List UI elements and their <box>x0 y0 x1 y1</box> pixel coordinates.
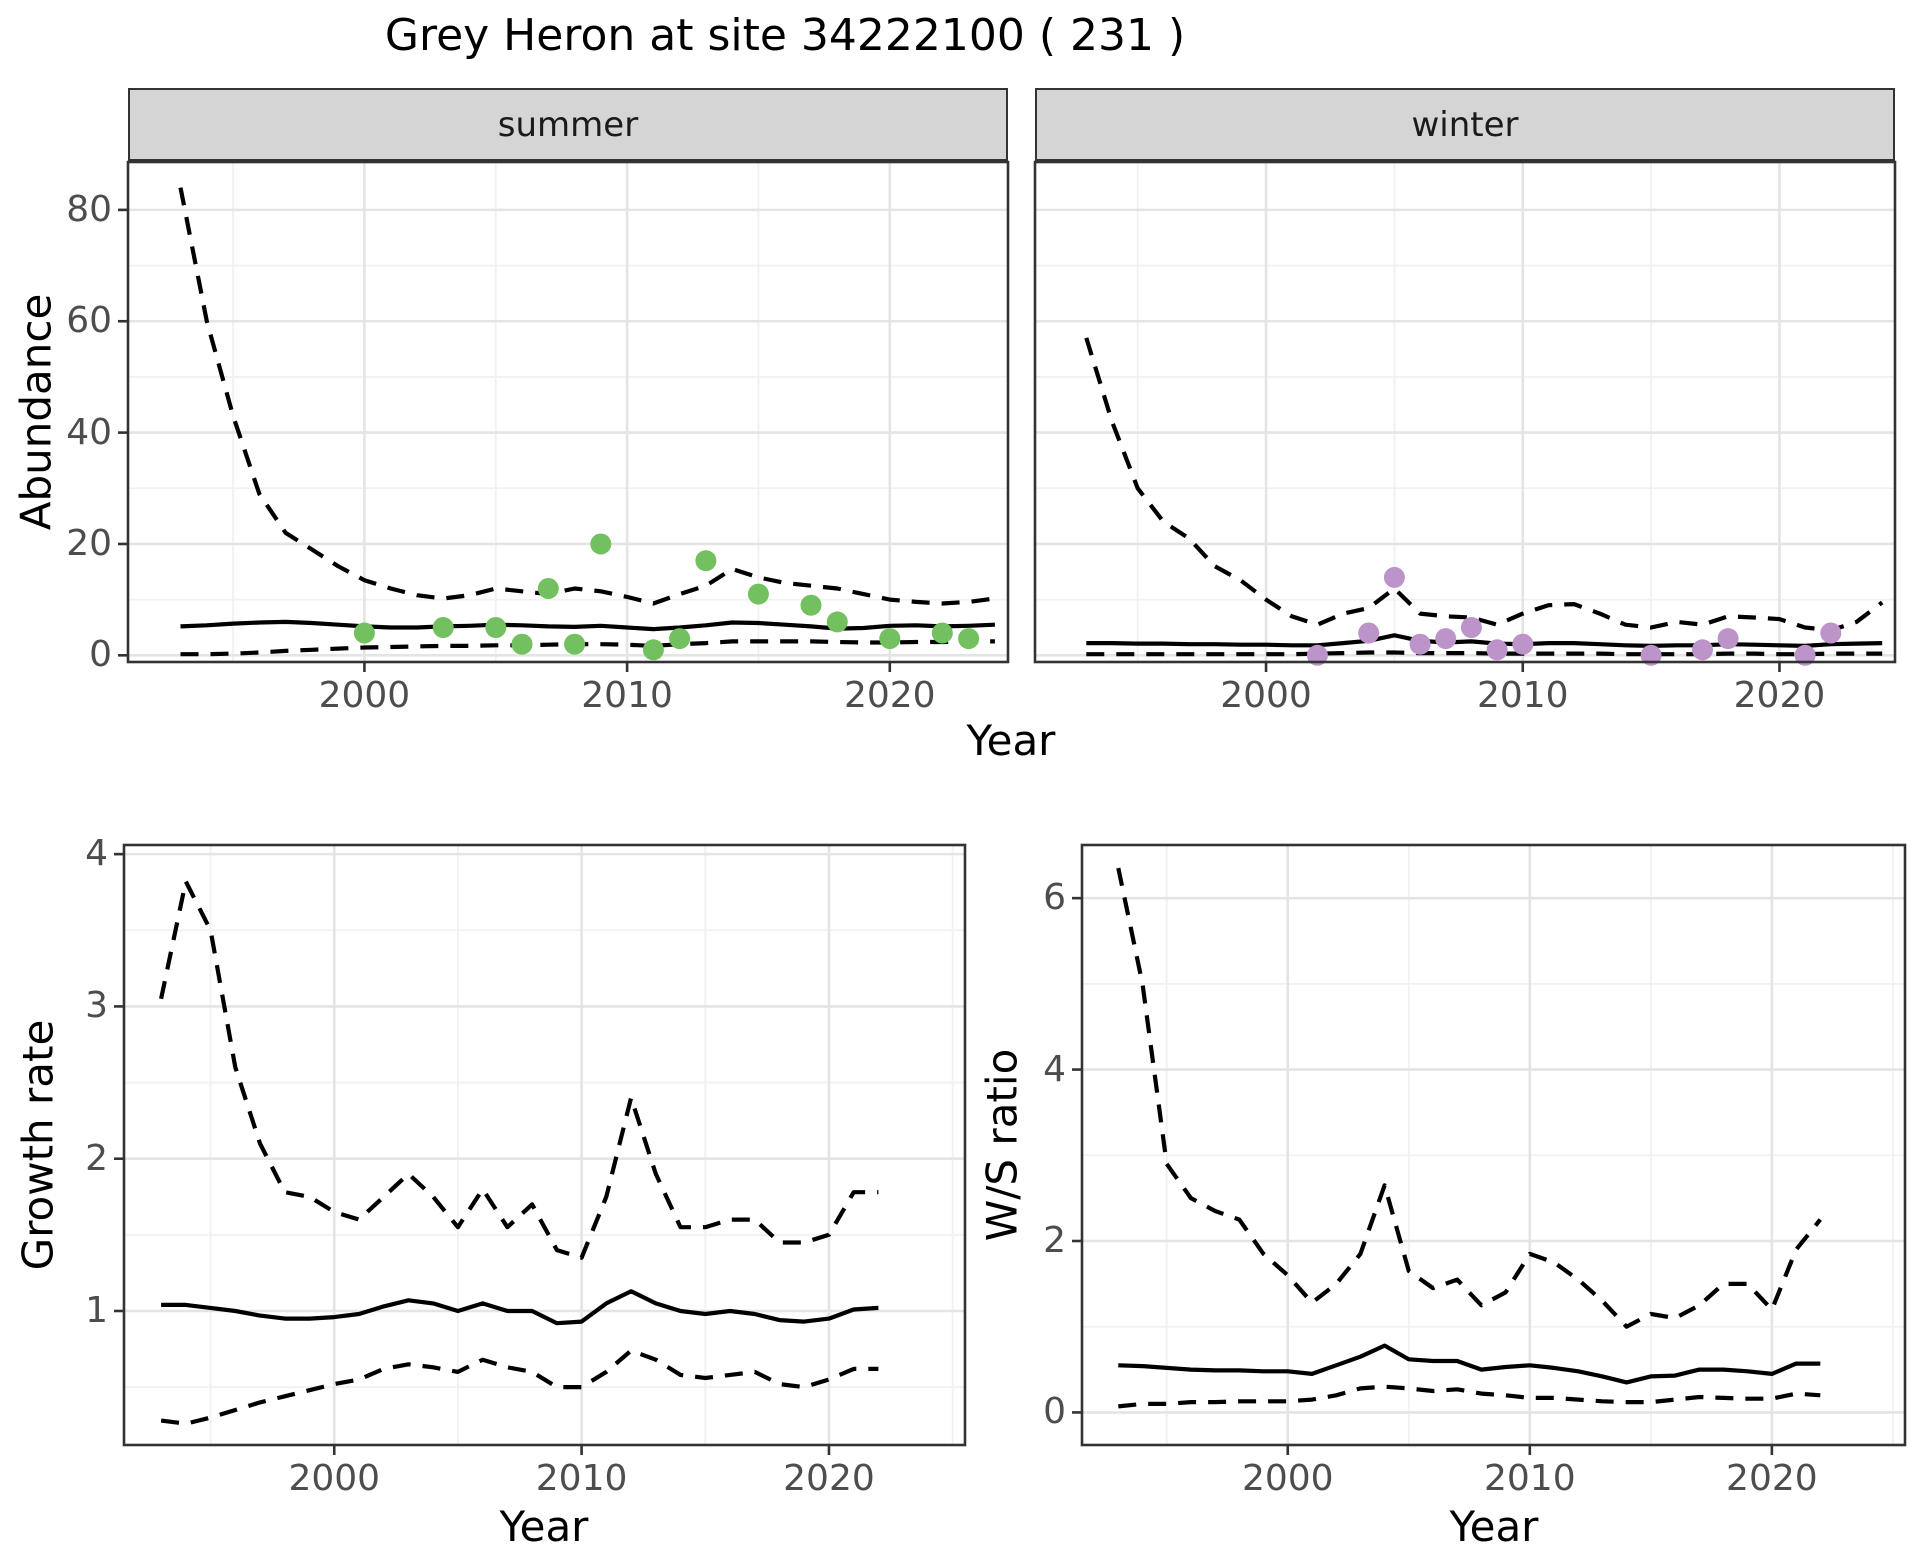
abundance-summer-lower-line <box>180 639 995 657</box>
facet-strip-winter: winter <box>1035 88 1895 161</box>
y-tick-label: 0 <box>1043 1391 1066 1433</box>
y-tick-label: 6 <box>1043 877 1066 919</box>
x-axis-title-year-ws: Year <box>1449 1502 1539 1551</box>
abundance-summer-point <box>642 639 664 661</box>
abundance-winter-point <box>1460 617 1482 638</box>
ws-ratio-median-line <box>1118 1343 1821 1385</box>
abundance-winter-median-line <box>1086 633 1883 648</box>
panel-growth-rate <box>114 843 967 1455</box>
panel-ws-ratio <box>1072 843 1907 1455</box>
abundance-winter-point <box>1820 622 1842 644</box>
abundance-summer-point <box>800 594 822 616</box>
y-tick-label: 0 <box>89 634 112 676</box>
facet-strip-summer: summer <box>128 88 1008 161</box>
y-tick-label: 80 <box>66 188 112 230</box>
abundance-summer-point <box>958 628 980 650</box>
abundance-winter-lower-line <box>1086 650 1883 657</box>
y-tick-label: 4 <box>1043 1048 1066 1090</box>
x-tick-label: 2010 <box>1483 1458 1576 1499</box>
abundance-winter-point <box>1306 644 1328 666</box>
y-tick-label: 2 <box>1043 1220 1066 1261</box>
x-tick-label: 2020 <box>1726 1458 1818 1499</box>
abundance-winter-point <box>1692 639 1713 661</box>
abundance-winter-point <box>1717 628 1739 650</box>
x-tick-label: 2000 <box>288 1458 381 1499</box>
abundance-summer-point <box>511 633 533 655</box>
abundance-winter-point <box>1512 633 1534 655</box>
facet-strip-winter-label: winter <box>1411 104 1519 145</box>
abundance-summer-point <box>931 622 953 644</box>
abundance-summer-upper-line <box>178 187 996 606</box>
abundance-winter-upper-line <box>1084 337 1884 633</box>
abundance-winter-point <box>1358 622 1380 644</box>
growth-rate-median-line <box>161 1289 879 1326</box>
x-tick-label: 2000 <box>318 675 411 716</box>
x-tick-label: 2010 <box>535 1458 628 1499</box>
abundance-winter-point <box>1486 639 1508 661</box>
x-axis-title-year-top: Year <box>966 716 1056 765</box>
x-tick-label: 2020 <box>783 1458 875 1499</box>
x-tick-label: 2020 <box>843 675 936 716</box>
plot-title: Grey Heron at site 34222100 ( 231 ) <box>384 10 1186 61</box>
x-tick-label: 2010 <box>1476 675 1569 716</box>
abundance-summer-point <box>747 583 769 605</box>
abundance-summer-point <box>695 550 717 572</box>
ws-ratio-lower-line <box>1118 1384 1821 1409</box>
x-tick-label: 2000 <box>1241 1458 1334 1499</box>
abundance-summer-point <box>564 633 586 655</box>
abundance-summer-median-line <box>180 619 995 632</box>
x-tick-label: 2000 <box>1220 675 1312 716</box>
panel-abundance-summer <box>118 160 1010 672</box>
abundance-summer-point <box>590 533 612 555</box>
abundance-summer-point <box>485 617 507 638</box>
y-tick-label: 2 <box>85 1137 108 1179</box>
x-tick-label: 2010 <box>581 675 673 716</box>
y-tick-label: 40 <box>66 411 112 453</box>
abundance-summer-point <box>353 622 375 644</box>
abundance-summer-point <box>879 628 901 650</box>
y-tick-label: 4 <box>85 833 108 875</box>
x-tick-label: 2020 <box>1733 675 1826 716</box>
y-tick-label: 3 <box>85 985 108 1027</box>
abundance-winter-point <box>1383 566 1405 588</box>
panel-abundance-winter <box>1033 160 1897 672</box>
y-tick-label: 20 <box>66 522 112 564</box>
abundance-summer-point <box>432 617 454 638</box>
abundance-winter-point <box>1409 633 1431 655</box>
growth-rate-lower-line <box>160 1348 879 1426</box>
y-tick-label: 1 <box>85 1289 108 1331</box>
y-tick-label: 60 <box>66 300 112 342</box>
abundance-winter-point <box>1794 644 1816 666</box>
abundance-summer-point <box>826 611 848 633</box>
facet-strip-summer-label: summer <box>497 104 639 145</box>
abundance-winter-point <box>1640 644 1662 666</box>
ws-ratio-upper-line <box>1116 867 1822 1329</box>
abundance-summer-point <box>537 578 559 599</box>
x-axis-title-year-growth: Year <box>499 1502 589 1551</box>
abundance-winter-point <box>1435 628 1457 650</box>
abundance-summer-point <box>669 628 691 650</box>
